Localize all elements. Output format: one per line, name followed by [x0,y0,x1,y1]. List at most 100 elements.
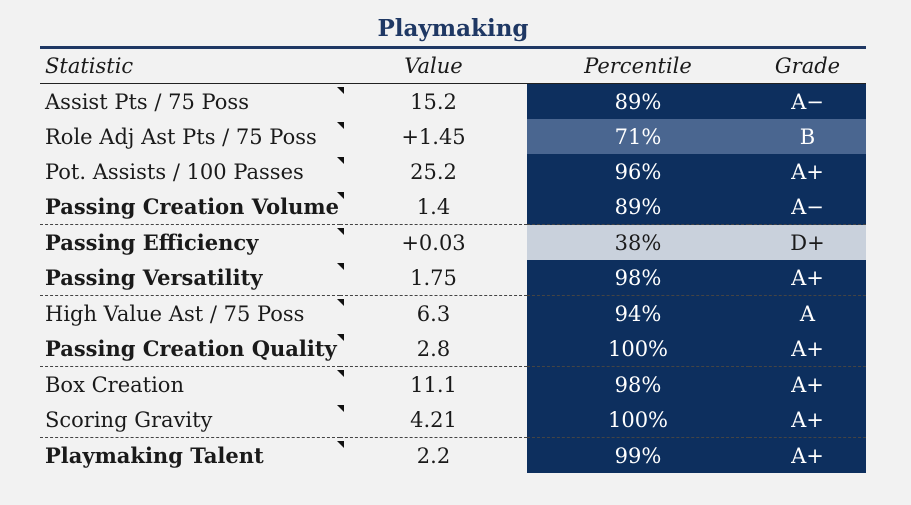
percentile-cell-text: 99% [614,443,662,468]
percentile-cell: 100% [527,402,749,438]
percentile-cell-text: 38% [614,230,662,255]
percentile-cell-text: 71% [614,124,662,149]
statistic-cell-text: High Value Ast / 75 Poss [45,301,305,326]
value-cell: 6.3 [340,296,527,332]
value-cell: 2.8 [340,331,527,367]
value-cell: 11.1 [340,367,527,403]
value-cell-text: 1.4 [416,194,451,219]
statistic-cell-text: Passing Creation Volume [45,194,339,219]
percentile-cell-text: 96% [614,159,662,184]
table-row: High Value Ast / 75 Poss 6.3 94% A [40,295,866,332]
value-cell-text: +0.03 [401,230,466,255]
grade-cell-text: A− [791,194,824,219]
table-row: Role Adj Ast Pts / 75 Poss +1.45 71% B [40,119,866,154]
grade-cell: A− [749,83,866,119]
percentile-cell: 71% [527,119,749,154]
table-row: Assist Pts / 75 Poss 15.2 89% A− [40,83,866,120]
comment-marker-icon [337,370,344,377]
percentile-cell: 98% [527,366,749,402]
value-cell: 1.4 [340,189,527,225]
percentile-cell: 94% [527,295,749,331]
statistic-cell-text: Playmaking Talent [45,443,264,468]
playmaking-panel: Playmaking Statistic Value Percentile Gr… [40,12,866,473]
value-cell: 2.2 [340,438,527,474]
value-cell: +0.03 [340,225,527,261]
grade-cell: A+ [749,366,866,402]
grade-cell: B [749,119,866,154]
grade-cell-text: B [799,124,816,149]
value-cell-text: +1.45 [401,124,466,149]
statistic-cell: Passing Versatility [40,260,344,296]
comment-marker-icon [337,263,344,270]
statistic-cell: Role Adj Ast Pts / 75 Poss [40,119,344,154]
grade-cell-text: A [799,301,816,326]
value-cell: 4.21 [340,402,527,438]
header-statistic: Statistic [40,49,340,84]
percentile-cell: 89% [527,83,749,119]
grade-cell-text: A+ [791,407,824,432]
statistic-cell: Assist Pts / 75 Poss [40,84,344,120]
statistic-cell-text: Pot. Assists / 100 Passes [45,159,304,184]
header-percentile: Percentile [527,49,749,84]
comment-marker-icon [337,192,344,199]
statistic-cell: Passing Creation Volume [40,189,344,225]
table-row: Passing Efficiency +0.03 38% D+ [40,224,866,261]
value-cell-text: 11.1 [410,372,457,397]
comment-marker-icon [337,228,344,235]
statistic-cell-text: Box Creation [45,372,184,397]
grade-cell-text: A+ [791,372,824,397]
grade-cell-text: A+ [791,265,824,290]
grade-cell-text: A+ [791,443,824,468]
grade-cell-text: A+ [791,336,824,361]
statistic-cell: Pot. Assists / 100 Passes [40,154,344,189]
statistic-cell-text: Passing Efficiency [45,230,259,255]
grade-cell-text: D+ [790,230,825,255]
comment-marker-icon [337,87,344,94]
table-row: Passing Creation Volume 1.4 89% A− [40,189,866,225]
grade-cell-text: A− [791,89,824,114]
stats-table: Statistic Value Percentile Grade Assist … [40,49,866,473]
value-cell-text: 6.3 [416,301,451,326]
percentile-cell: 96% [527,154,749,189]
comment-marker-icon [337,157,344,164]
statistic-cell-text: Passing Versatility [45,265,263,290]
header-grade: Grade [749,49,866,84]
value-cell: 15.2 [340,84,527,120]
percentile-cell-text: 89% [614,89,662,114]
percentile-cell: 38% [527,224,749,260]
value-cell: +1.45 [340,119,527,154]
comment-marker-icon [337,334,344,341]
statistic-cell-text: Passing Creation Quality [45,336,337,361]
statistic-cell: High Value Ast / 75 Poss [40,296,344,332]
percentile-cell: 98% [527,260,749,296]
value-cell-text: 15.2 [410,89,457,114]
value-cell: 1.75 [340,260,527,296]
statistic-cell: Passing Efficiency [40,225,344,261]
statistic-cell: Scoring Gravity [40,402,344,438]
table-row: Pot. Assists / 100 Passes 25.2 96% A+ [40,154,866,189]
grade-cell: A+ [749,437,866,473]
percentile-cell-text: 98% [614,265,662,290]
grade-cell: D+ [749,224,866,260]
comment-marker-icon [337,122,344,129]
grade-cell: A+ [749,402,866,438]
comment-marker-icon [337,299,344,306]
table-row: Scoring Gravity 4.21 100% A+ [40,402,866,438]
percentile-cell-text: 94% [614,301,662,326]
percentile-cell-text: 100% [607,407,669,432]
grade-cell: A+ [749,331,866,367]
header-row: Statistic Value Percentile Grade [40,49,866,84]
table-row: Box Creation 11.1 98% A+ [40,366,866,403]
statistic-cell: Passing Creation Quality [40,331,344,367]
statistic-cell: Playmaking Talent [40,438,344,474]
value-cell-text: 4.21 [410,407,457,432]
grade-cell-text: A+ [791,159,824,184]
table-row: Passing Creation Quality 2.8 100% A+ [40,331,866,367]
statistic-cell: Box Creation [40,367,344,403]
header-value: Value [340,49,527,84]
value-cell-text: 2.8 [416,336,451,361]
comment-marker-icon [337,441,344,448]
grade-cell: A [749,295,866,331]
value-cell-text: 2.2 [416,443,451,468]
percentile-cell-text: 100% [607,336,669,361]
